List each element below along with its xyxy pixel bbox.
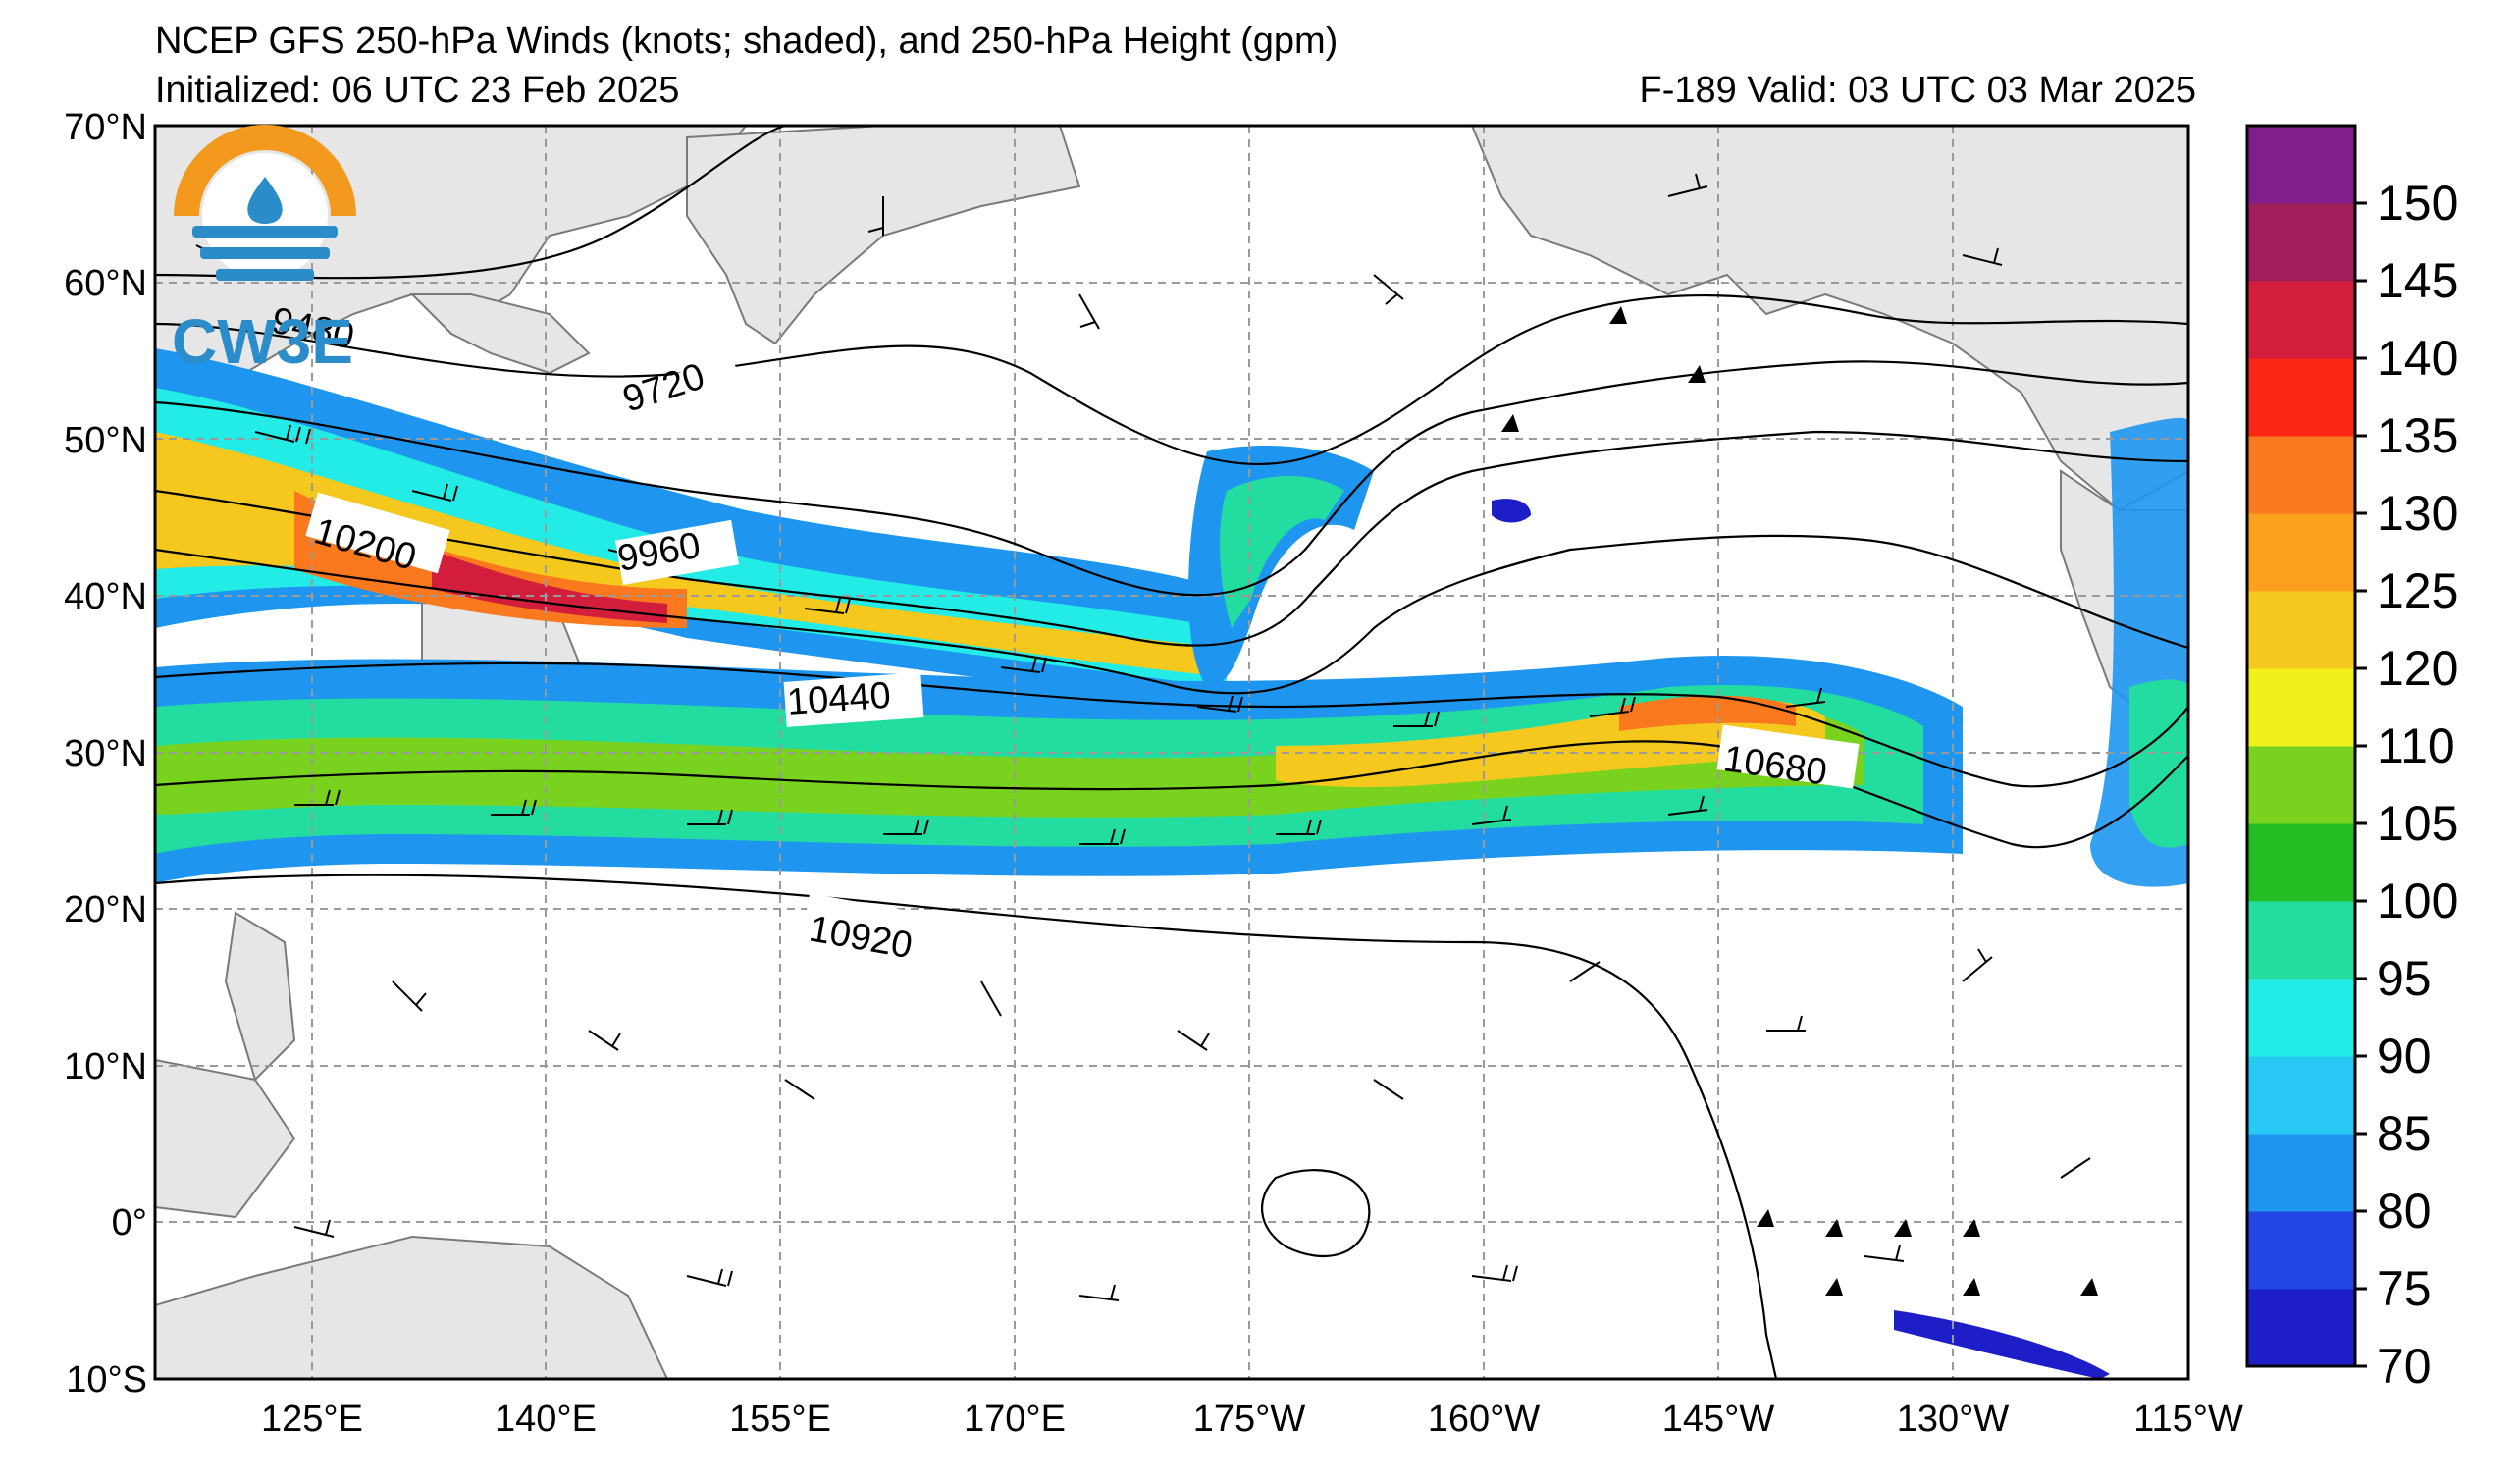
colorbar-label: 70 — [2377, 1339, 2432, 1394]
colorbar-swatch — [2247, 358, 2355, 437]
colorbar-label: 90 — [2377, 1029, 2432, 1084]
colorbar-label: 150 — [2377, 176, 2458, 231]
colorbar-label: 80 — [2377, 1184, 2432, 1239]
colorbar-swatch — [2247, 746, 2355, 824]
colorbar-label: 95 — [2377, 951, 2432, 1006]
colorbar-swatch — [2247, 513, 2355, 592]
map-title: NCEP GFS 250-hPa Winds (knots; shaded), … — [155, 21, 1339, 62]
contour-labels: 9480 9720 9960 10200 10440 10680 10920 — [268, 300, 1860, 967]
colorbar-label: 110 — [2377, 718, 2455, 773]
colorbar-label: 105 — [2377, 796, 2458, 851]
colorbar-swatch — [2247, 126, 2355, 204]
colorbar-label: 120 — [2377, 641, 2458, 696]
contour-label-10440: 10440 — [786, 675, 892, 723]
logo-text: CW3E — [172, 306, 353, 377]
lat-label: 30°N — [64, 733, 147, 774]
colorbar-label: 145 — [2377, 253, 2458, 308]
colorbar-label: 140 — [2377, 331, 2458, 386]
lon-label: 115°W — [2133, 1399, 2243, 1440]
lat-label: 20°N — [64, 889, 147, 930]
colorbar-swatch — [2247, 591, 2355, 669]
cw3e-logo: CW3E — [172, 125, 356, 377]
colorbar-label: 100 — [2377, 874, 2458, 928]
water-drop-icon — [247, 177, 283, 224]
lat-label: 40°N — [64, 576, 147, 617]
colorbar-swatch — [2247, 281, 2355, 359]
height-contours — [155, 126, 2188, 1379]
colorbar-swatch — [2247, 203, 2355, 282]
colorbar-swatch — [2247, 1134, 2355, 1212]
land-north-america — [1470, 126, 2188, 748]
lat-label: 60°N — [64, 263, 147, 304]
colorbar-swatch — [2247, 901, 2355, 980]
colorbar-swatch — [2247, 979, 2355, 1057]
lon-label: 140°E — [495, 1399, 597, 1440]
colorbar-swatch — [2247, 1211, 2355, 1290]
lon-label: 145°W — [1662, 1399, 1775, 1440]
colorbar-swatch — [2247, 1056, 2355, 1135]
colorbar-label: 130 — [2377, 486, 2458, 541]
lon-label: 130°W — [1897, 1399, 2010, 1440]
colorbar-label: 75 — [2377, 1261, 2432, 1316]
lat-label: 10°N — [64, 1046, 147, 1087]
lon-label: 160°W — [1428, 1399, 1541, 1440]
colorbar-swatch — [2247, 436, 2355, 514]
colorbar-label: 125 — [2377, 563, 2458, 618]
colorbar-swatch — [2247, 823, 2355, 902]
colorbar-swatch — [2247, 668, 2355, 747]
lon-label: 175°W — [1193, 1399, 1306, 1440]
lat-label: 50°N — [64, 420, 147, 461]
valid-time: F-189 Valid: 03 UTC 03 Mar 2025 — [1639, 70, 2196, 111]
lon-label: 170°E — [964, 1399, 1066, 1440]
colorbar: 70 75 80 85 90 95 100 105 110 120 125 130 135 140 145 1… — [2245, 124, 2458, 1394]
colorbar-label: 135 — [2377, 408, 2458, 463]
colorbar-swatch — [2247, 1289, 2355, 1367]
wind-speed-shading — [155, 348, 2188, 1379]
lat-label: 70°N — [64, 107, 147, 148]
lat-label: 10°S — [66, 1359, 147, 1401]
lon-label: 155°E — [729, 1399, 831, 1440]
colorbar-label: 85 — [2377, 1106, 2432, 1161]
lat-axis: 70°N 60°N 50°N 40°N 30°N 20°N 10°N 0° 10… — [64, 107, 147, 1401]
wind-flags — [1501, 306, 2098, 1296]
graticule — [155, 126, 2188, 1379]
lon-label: 125°E — [261, 1399, 363, 1440]
init-time: Initialized: 06 UTC 23 Feb 2025 — [155, 70, 680, 111]
lon-axis: 125°E 140°E 155°E 170°E 175°W 160°W 145°… — [261, 1399, 2243, 1440]
lat-label: 0° — [112, 1202, 147, 1244]
